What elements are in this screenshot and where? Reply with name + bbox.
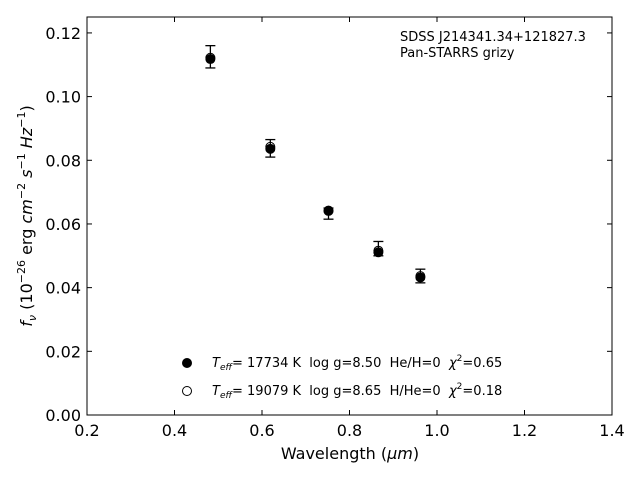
annotation-object: SDSS J214341.34+121827.3 [400,30,586,45]
legend-label-filled-chi: χ [448,356,458,371]
y-tick-label: 0.06 [45,215,81,234]
x-axis-label-unit: μm [386,444,413,463]
x-tick-label: 1.2 [512,421,537,440]
x-axis-label-suffix: ) [413,444,419,463]
point-open [205,52,216,63]
x-tick-label: 1.0 [424,421,449,440]
point-open [265,141,276,152]
ticks: 0.2 0.4 0.6 0.8 1.0 1.2 1.4 0.00 0.02 0.04 0.06 0.0… [45,17,625,440]
y-label-exp1: −26 [15,260,28,283]
y-label-exp2: −2 [15,183,28,199]
x-tick-label: 1.4 [599,421,624,440]
y-label-cm: cm [17,199,36,223]
y-tick-label: 0.08 [45,151,81,170]
legend-label-open-t: T [212,384,221,399]
annotation-survey: Pan-STARRS grizy [400,46,515,61]
legend-label-filled-text2: =0.65 [462,356,502,371]
y-tick-label: 0.12 [45,24,81,43]
legend-label-open-text1: = 19079 K log g=8.65 H/He=0 [232,384,449,399]
y-label-symbol: f [17,319,36,327]
x-tick-label: 0.6 [249,421,274,440]
legend-label-filled-t: T [212,356,221,371]
legend-label-open-tsub: eff [220,391,234,401]
legend-label-open-chi: χ [448,384,458,399]
y-label-exp4: −1 [15,112,28,128]
y-label-s: s [17,170,36,183]
x-axis-label: Wavelength (μm) [281,444,419,463]
y-tick-label: 0.02 [45,342,81,361]
point-open [373,245,384,256]
legend-label-filled-tsub: eff [220,363,234,373]
legend-label-filled-text1: = 17734 K log g=8.50 He/H=0 [232,356,449,371]
legend-label-open-text2: =0.18 [462,384,502,399]
point-open [415,271,426,282]
x-tick-label: 0.4 [162,421,187,440]
y-tick-label: 0.04 [45,279,81,298]
legend-marker-open [182,386,192,396]
y-label-exp3: −1 [15,153,28,169]
y-label-hz: Hz [17,127,36,153]
y-tick-label: 0.00 [45,406,81,425]
legend-marker-filled [182,358,192,368]
x-axis-label-prefix: Wavelength ( [281,444,387,463]
y-tick-label: 0.10 [45,88,81,107]
x-tick-label: 0.8 [337,421,362,440]
legend-label-filled-chisup: 2 [457,354,463,364]
legend-label-filled: Teff= 17734 K log g=8.50 He/H=0 χ2=0.65 [212,354,502,373]
y-label-close: ) [17,105,36,111]
legend-label-open-chisup: 2 [457,382,463,392]
y-label-erg: erg [17,224,36,260]
legend-label-open: Teff= 19079 K log g=8.65 H/He=0 χ2=0.18 [212,382,502,401]
y-label-symbol-sub: ν [26,315,39,321]
point-open [323,205,334,216]
markers [205,52,426,283]
legend: Teff= 17734 K log g=8.50 He/H=0 χ2=0.65 … [182,354,502,401]
error-bars [205,45,426,284]
x-tick-label: 0.2 [74,421,99,440]
y-axis-label: fν (10−26 erg cm−2 s−1 Hz−1) [15,105,39,326]
y-label-open: (10 [17,283,36,315]
